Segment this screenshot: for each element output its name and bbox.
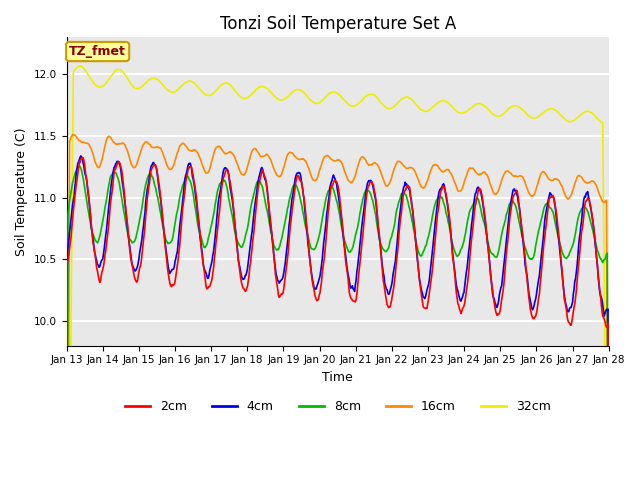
Y-axis label: Soil Temperature (C): Soil Temperature (C) bbox=[15, 127, 28, 256]
Legend: 2cm, 4cm, 8cm, 16cm, 32cm: 2cm, 4cm, 8cm, 16cm, 32cm bbox=[120, 395, 556, 418]
Title: Tonzi Soil Temperature Set A: Tonzi Soil Temperature Set A bbox=[220, 15, 456, 33]
Text: TZ_fmet: TZ_fmet bbox=[69, 45, 126, 58]
X-axis label: Time: Time bbox=[323, 371, 353, 384]
